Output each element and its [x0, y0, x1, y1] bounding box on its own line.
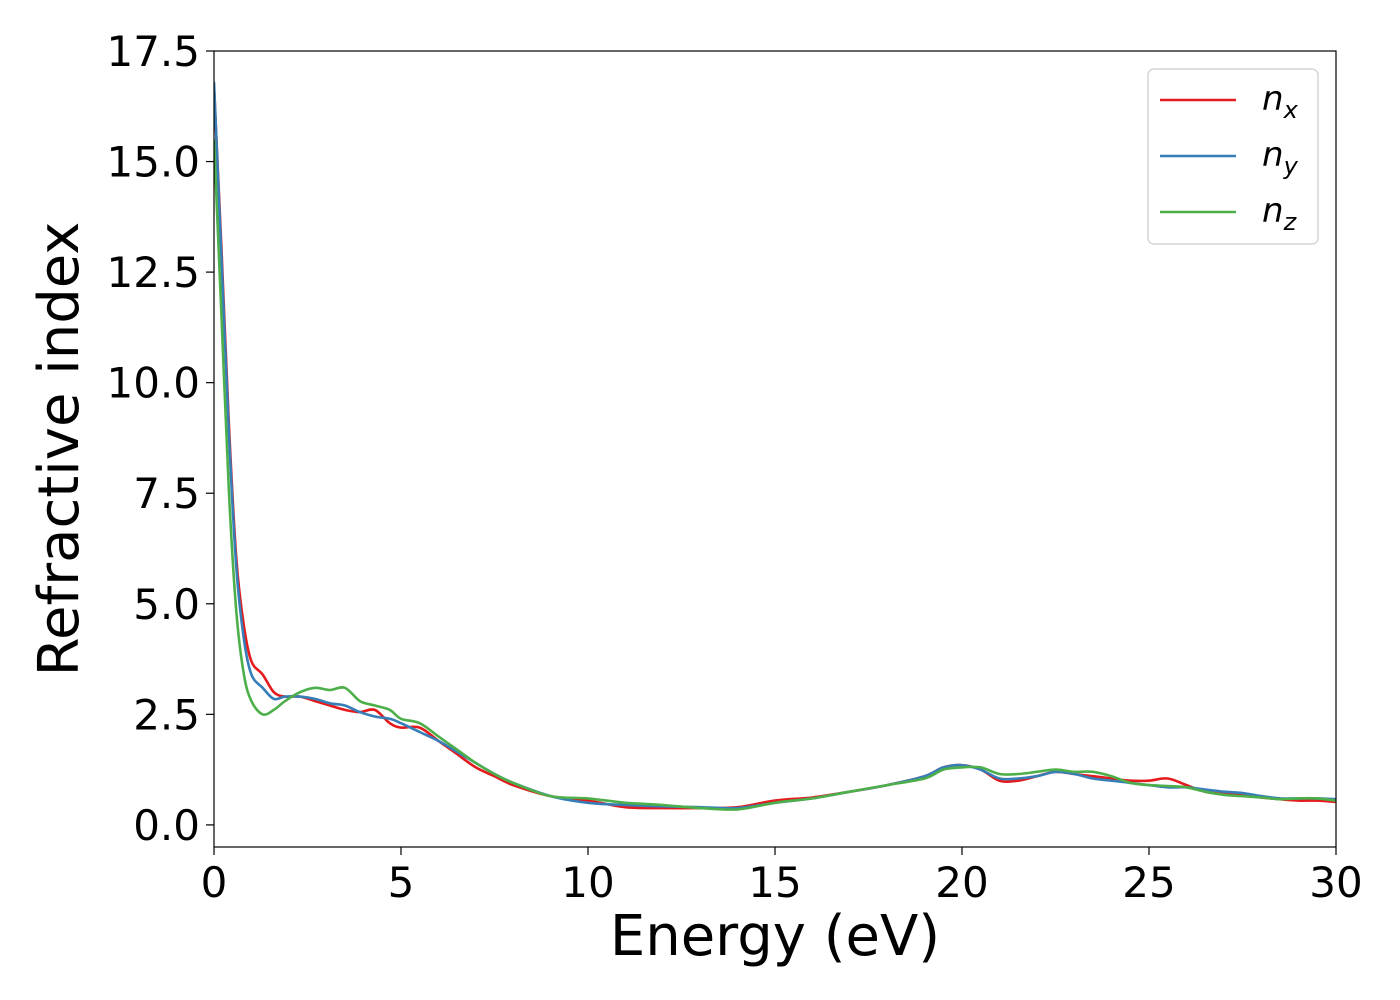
y-tick-label: 17.5 — [106, 27, 200, 76]
x-tick-label: 5 — [388, 858, 415, 907]
legend-label-nz: nz — [1262, 191, 1298, 236]
y-tick-label: 0.0 — [133, 801, 200, 850]
y-tick-label: 10.0 — [106, 359, 200, 408]
y-tick-label: 2.5 — [133, 690, 200, 739]
x-tick-label: 20 — [935, 858, 988, 907]
x-tick-label: 0 — [201, 858, 228, 907]
y-tick-label: 7.5 — [133, 469, 200, 518]
y-axis-label: Refractive index — [27, 222, 92, 677]
y-tick-label: 15.0 — [106, 138, 200, 187]
x-tick-label: 10 — [561, 858, 614, 907]
series-line-nz — [214, 139, 1336, 811]
y-axis: 0.0 2.5 5.0 7.5 10.0 12.5 15.0 17.5 — [106, 27, 214, 850]
x-tick-label: 25 — [1122, 858, 1175, 907]
legend: nx ny nz — [1147, 68, 1319, 245]
y-tick-label: 5.0 — [133, 580, 200, 629]
y-tick-label: 12.5 — [106, 248, 200, 297]
x-axis: 0 5 10 15 20 25 30 — [201, 847, 1363, 907]
x-tick-label: 15 — [748, 858, 801, 907]
x-tick-label: 30 — [1309, 858, 1362, 907]
x-axis-label: Energy (eV) — [610, 904, 940, 969]
legend-label-ny: ny — [1262, 135, 1299, 180]
series-layer — [214, 81, 1336, 811]
legend-label-nx: nx — [1262, 79, 1299, 124]
